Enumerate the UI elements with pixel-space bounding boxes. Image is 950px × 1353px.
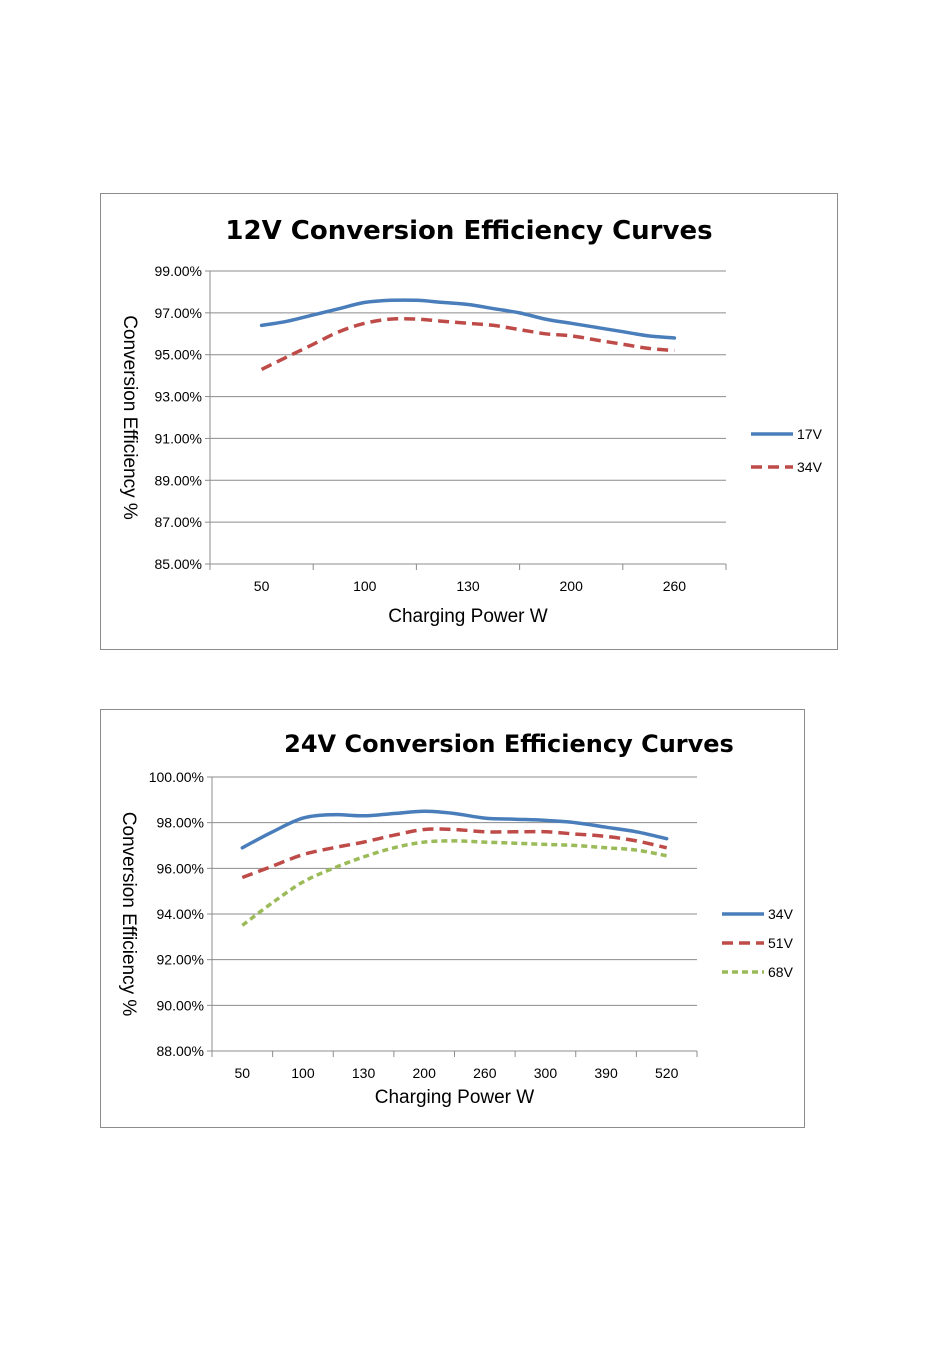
- y-axis-title: Conversion Efficiency %: [119, 315, 140, 520]
- y-tick-label: 88.00%: [157, 1043, 204, 1059]
- x-tick-label: 200: [560, 578, 584, 594]
- chart-24v-svg: 24V Conversion Efficiency Curves 88.00% 90…: [118, 730, 794, 1108]
- y-tick-label: 90.00%: [157, 997, 204, 1013]
- y-tick-label: 92.00%: [157, 952, 204, 968]
- legend-label-51v: 51V: [768, 935, 794, 951]
- y-tick-label: 99.00%: [155, 263, 202, 279]
- x-tick-label: 390: [594, 1065, 618, 1081]
- y-tick-label: 96.00%: [157, 860, 204, 876]
- y-tick-label: 97.00%: [155, 305, 202, 321]
- y-tick-label: 93.00%: [155, 389, 202, 405]
- series-line-68v: [241, 839, 668, 927]
- chart-24v-panel: 24V Conversion Efficiency Curves 88.00% 90…: [100, 709, 805, 1128]
- x-tick-label: 520: [655, 1065, 679, 1081]
- series-line-34v: [260, 316, 675, 371]
- y-tick-label: 98.00%: [157, 815, 204, 831]
- x-tick-label: 130: [456, 578, 480, 594]
- x-tick-label: 50: [254, 578, 270, 594]
- y-tick-label: 89.00%: [155, 472, 202, 488]
- x-axis-title: Charging Power W: [388, 606, 548, 627]
- x-axis-title: Charging Power W: [375, 1087, 535, 1108]
- y-axis-title: Conversion Efficiency %: [118, 812, 139, 1017]
- y-tick-label: 100.00%: [149, 769, 204, 785]
- chart-title: 12V Conversion Efficiency Curves: [225, 216, 712, 246]
- x-tick-label: 200: [413, 1065, 437, 1081]
- chart-12v-svg: 12V Conversion Efficiency Curves 85.00% 87…: [119, 216, 823, 627]
- x-tick-label: 260: [663, 578, 687, 594]
- legend-label-34v: 34V: [797, 459, 823, 475]
- chart-title: 24V Conversion Efficiency Curves: [284, 730, 734, 758]
- x-tick-label: 300: [534, 1065, 558, 1081]
- y-tick-label: 95.00%: [155, 347, 202, 363]
- y-tick-label: 85.00%: [155, 556, 202, 572]
- x-tick-label: 100: [291, 1065, 315, 1081]
- legend-label-34v: 34V: [768, 906, 794, 922]
- series-line-34v: [240, 809, 669, 850]
- legend-label-17v: 17V: [797, 426, 823, 442]
- x-tick-label: 260: [473, 1065, 497, 1081]
- series-line-51v: [241, 827, 668, 880]
- chart-12v-panel: 12V Conversion Efficiency Curves 85.00% 87…: [100, 193, 838, 650]
- y-tick-label: 91.00%: [155, 430, 202, 446]
- x-tick-label: 130: [352, 1065, 376, 1081]
- x-tick-label: 100: [353, 578, 377, 594]
- y-tick-label: 94.00%: [157, 906, 204, 922]
- legend-label-68v: 68V: [768, 964, 794, 980]
- x-tick-label: 50: [235, 1065, 251, 1081]
- y-tick-label: 87.00%: [155, 514, 202, 530]
- series-line-17v: [259, 298, 677, 340]
